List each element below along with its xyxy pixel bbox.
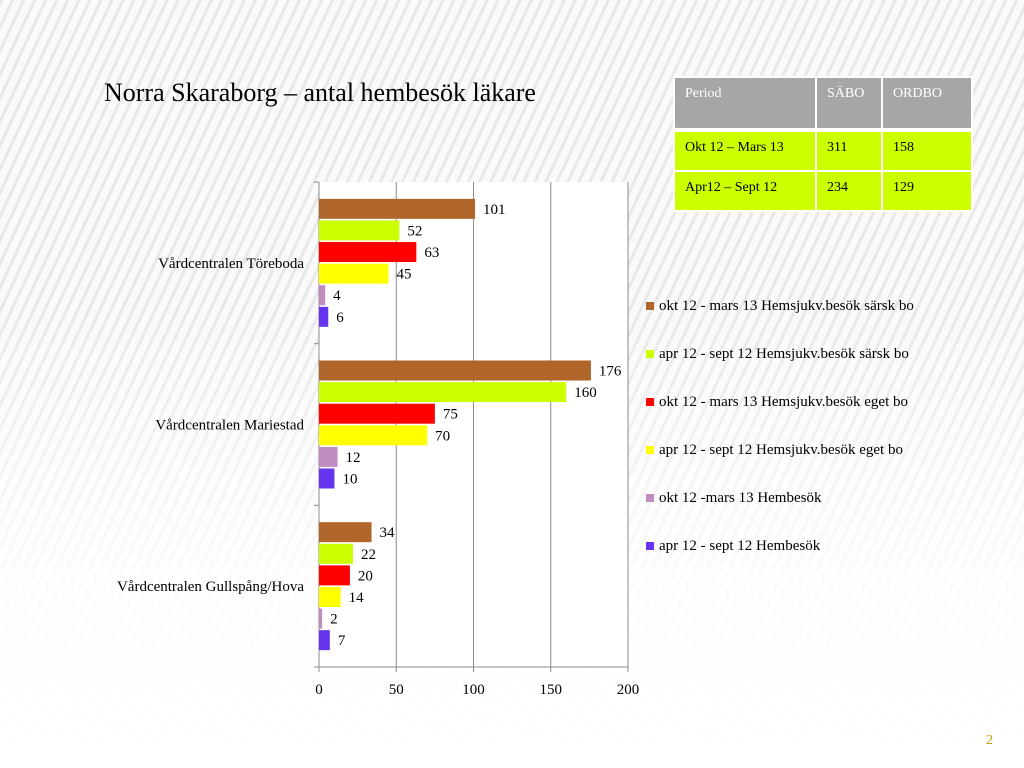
bar bbox=[319, 285, 326, 306]
legend-item: okt 12 - mars 13 Hemsjukv.besök särsk bo bbox=[646, 296, 976, 316]
table-header-sabo: SÄBO bbox=[815, 76, 883, 131]
category-label: Vårdcentralen Mariestad bbox=[155, 418, 304, 434]
legend-item: okt 12 - mars 13 Hemsjukv.besök eget bo bbox=[646, 392, 976, 412]
table-cell: 234 bbox=[815, 170, 883, 212]
bar bbox=[319, 403, 435, 424]
legend-label: okt 12 -mars 13 Hembesök bbox=[659, 490, 822, 506]
bar bbox=[319, 468, 335, 489]
bar bbox=[319, 608, 323, 629]
x-tick-label: 200 bbox=[617, 682, 640, 698]
table-cell: 158 bbox=[881, 128, 973, 172]
data-label: 101 bbox=[483, 202, 506, 218]
bar bbox=[319, 220, 400, 241]
legend-label: apr 12 - sept 12 Hemsjukv.besök eget bo bbox=[659, 442, 903, 458]
legend-swatch bbox=[646, 542, 654, 550]
legend-label: okt 12 - mars 13 Hemsjukv.besök eget bo bbox=[659, 394, 908, 410]
data-label: 6 bbox=[336, 310, 344, 326]
table-header-ordbo: ORDBO bbox=[881, 76, 973, 131]
legend-label: okt 12 - mars 13 Hemsjukv.besök särsk bo bbox=[659, 298, 914, 314]
bar bbox=[319, 306, 329, 327]
data-label: 45 bbox=[397, 267, 412, 283]
legend-item: apr 12 - sept 12 Hemsjukv.besök särsk bo bbox=[646, 344, 976, 364]
legend-item: apr 12 - sept 12 Hemsjukv.besök eget bo bbox=[646, 440, 976, 460]
page-number: 2 bbox=[986, 733, 993, 748]
table-row: Apr12 – Sept 12 234 129 bbox=[673, 170, 973, 212]
legend-item: okt 12 -mars 13 Hembesök bbox=[646, 488, 976, 508]
slide-title: Norra Skaraborg – antal hembesök läkare bbox=[104, 78, 536, 107]
data-label: 12 bbox=[346, 450, 361, 466]
data-label: 70 bbox=[435, 428, 450, 444]
table-header-period: Period bbox=[673, 76, 817, 131]
data-label: 176 bbox=[599, 364, 622, 380]
bar bbox=[319, 630, 330, 651]
bar bbox=[319, 382, 567, 403]
data-label: 52 bbox=[407, 223, 422, 239]
bar bbox=[319, 360, 591, 381]
x-tick-label: 150 bbox=[540, 682, 563, 698]
legend-label: apr 12 - sept 12 Hembesök bbox=[659, 538, 821, 554]
legend-swatch bbox=[646, 494, 654, 502]
table-cell: 129 bbox=[881, 170, 973, 212]
bar bbox=[319, 543, 353, 564]
data-label: 22 bbox=[361, 547, 376, 563]
table-cell: 311 bbox=[815, 128, 883, 172]
data-label: 2 bbox=[330, 612, 338, 628]
table-header-row: Period SÄBO ORDBO bbox=[673, 76, 973, 131]
data-label: 75 bbox=[443, 407, 458, 423]
data-label: 10 bbox=[342, 472, 357, 488]
legend-item: apr 12 - sept 12 Hembesök bbox=[646, 536, 976, 556]
legend-swatch bbox=[646, 350, 654, 358]
data-label: 63 bbox=[424, 245, 439, 261]
x-tick-label: 0 bbox=[315, 682, 323, 698]
x-tick-label: 100 bbox=[462, 682, 485, 698]
x-tick-label: 50 bbox=[389, 682, 404, 698]
data-label: 20 bbox=[358, 568, 373, 584]
legend-swatch bbox=[646, 398, 654, 406]
data-label: 34 bbox=[380, 525, 396, 541]
legend-swatch bbox=[646, 302, 654, 310]
category-label: Vårdcentralen Töreboda bbox=[158, 256, 304, 272]
legend-swatch bbox=[646, 446, 654, 454]
bar bbox=[319, 586, 341, 607]
data-label: 4 bbox=[333, 288, 341, 304]
data-label: 160 bbox=[574, 385, 597, 401]
table-row: Okt 12 – Mars 13 311 158 bbox=[673, 128, 973, 172]
bar bbox=[319, 446, 338, 467]
table-cell: Apr12 – Sept 12 bbox=[673, 170, 817, 212]
bar bbox=[319, 565, 350, 586]
legend-label: apr 12 - sept 12 Hemsjukv.besök särsk bo bbox=[659, 346, 909, 362]
bar bbox=[319, 242, 417, 263]
bar bbox=[319, 263, 389, 284]
period-table: Period SÄBO ORDBO Okt 12 – Mars 13 311 1… bbox=[673, 76, 973, 212]
bar bbox=[319, 198, 476, 219]
data-label: 7 bbox=[338, 633, 346, 649]
data-label: 14 bbox=[349, 590, 365, 606]
table-cell: Okt 12 – Mars 13 bbox=[673, 128, 817, 172]
bar bbox=[319, 522, 372, 543]
bar bbox=[319, 425, 428, 446]
category-label: Vårdcentralen Gullspång/Hova bbox=[117, 579, 304, 595]
